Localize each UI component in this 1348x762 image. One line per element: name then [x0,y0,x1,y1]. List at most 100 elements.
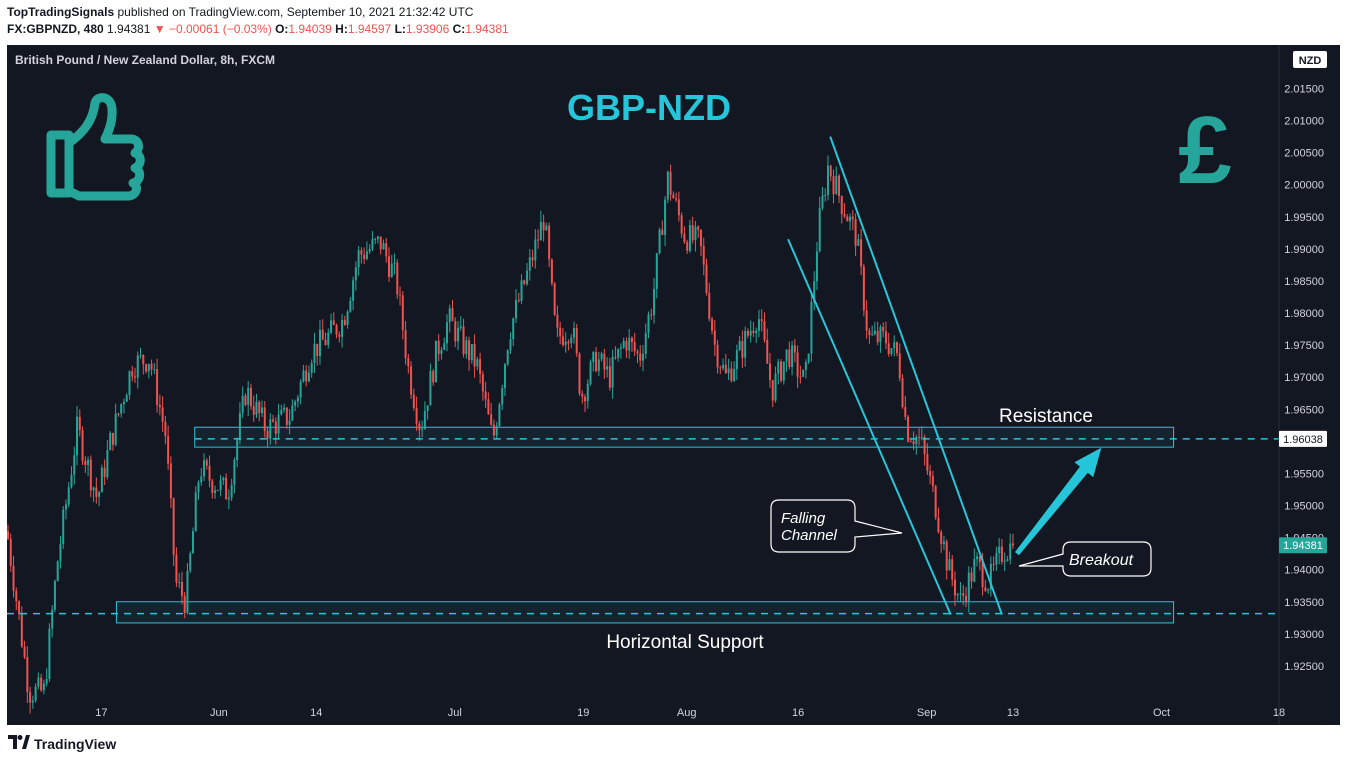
candle-body [437,340,440,355]
x-tick-label: 18 [1273,707,1285,719]
candle-body [846,216,849,222]
candle-body [984,587,987,591]
channel-lower-line [787,238,952,615]
candle-body [26,657,29,692]
candle-body [926,454,929,472]
candle-body [860,239,863,267]
candle-body [244,395,247,405]
currency-badge-label: NZD [1299,55,1322,67]
candle-body [418,423,421,430]
candle-body [443,343,446,350]
candle-body [592,352,595,362]
candle-body [829,165,832,177]
candle-body [371,239,374,249]
candle-body [211,480,214,493]
candle-body [561,336,564,345]
candle-body [989,563,992,590]
x-tick-label: 16 [792,707,804,719]
candle-body [354,267,357,281]
candle-body [962,593,965,596]
author-name[interactable]: TopTradingSignals [7,5,115,19]
candle-body [686,242,689,251]
candle-body [987,589,990,591]
candle-body [7,531,10,539]
candle-body [462,326,465,355]
currency-badge[interactable]: NZD [1293,51,1327,68]
candle-body [741,341,744,358]
candle-body [81,430,84,461]
candle-body [59,543,62,562]
candle-body [468,340,471,361]
candle-body [824,194,827,196]
candle-body [440,349,443,355]
candle-body [230,484,233,498]
candle-body [804,362,807,370]
candle-body [699,229,702,247]
candle-body [688,225,691,251]
candle-body [951,559,954,580]
chart-panel[interactable]: 1.925001.930001.935001.940001.945001.950… [7,45,1340,725]
candle-body [780,361,783,381]
candle-body [956,594,959,596]
candle-body [702,246,705,265]
tradingview-footer[interactable]: TradingView [8,735,116,753]
candle-body [578,353,581,394]
candle-body [404,330,407,358]
candle-body [550,259,553,284]
candle-body [89,459,92,491]
candle-body [722,364,725,369]
candle-body [465,340,468,355]
candle-body [904,407,907,417]
candle-body [156,369,159,406]
candle-body [51,609,54,629]
candle-body [415,407,418,424]
candle-body [302,370,305,382]
candle-body [12,565,15,591]
candle-body [791,345,794,367]
candle-body [589,361,592,384]
candle-body [890,348,893,355]
candle-body [628,337,631,351]
candle-body [167,436,170,464]
resistance-zone [194,426,1175,448]
candle-body [570,337,573,344]
price-chart[interactable]: 1.925001.930001.935001.940001.945001.950… [7,45,1340,725]
candle-body [835,175,838,195]
candle-body [103,467,106,477]
candle-body [945,541,948,571]
candle-body [918,437,921,439]
candle-body [636,351,639,354]
candle-body [227,497,230,500]
candle-body [180,582,183,597]
candle-body [296,397,299,402]
candle-body [222,477,225,481]
candle-body [639,353,642,361]
candle-body [655,253,658,289]
candle-body [34,686,37,701]
candle-body [191,531,194,554]
candle-body [393,262,396,264]
candle-body [233,460,236,485]
candle-body [887,343,890,355]
candle-body [614,356,617,358]
candle-body [299,381,302,398]
candle-body [272,419,275,422]
candle-body [749,330,752,336]
candle-body [705,264,708,294]
candle-body [15,590,18,602]
candle-body [691,225,694,241]
candle-body [981,562,984,588]
candle-body [553,283,556,315]
candle-body [619,347,622,349]
candle-body [23,646,26,658]
candle-body [379,236,382,250]
candle-body [868,330,871,335]
candle-body [708,293,711,320]
x-tick-label: Sep [917,707,937,719]
candle-body [777,361,780,374]
candle-body [421,428,424,430]
last-price: 1.94381 [107,22,151,36]
candle-body [288,420,291,425]
channel-upper-line [829,136,1003,615]
candle-body [572,328,575,338]
